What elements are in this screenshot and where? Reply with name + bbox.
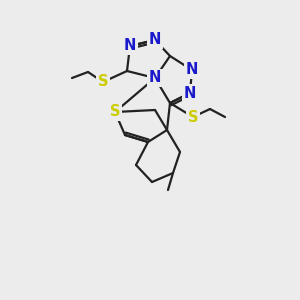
Text: N: N xyxy=(149,70,161,86)
Text: N: N xyxy=(184,85,196,100)
Text: S: S xyxy=(188,110,198,124)
Text: S: S xyxy=(98,74,108,89)
Text: N: N xyxy=(124,38,136,53)
Text: N: N xyxy=(186,62,198,77)
Text: S: S xyxy=(110,104,120,119)
Text: N: N xyxy=(149,32,161,47)
